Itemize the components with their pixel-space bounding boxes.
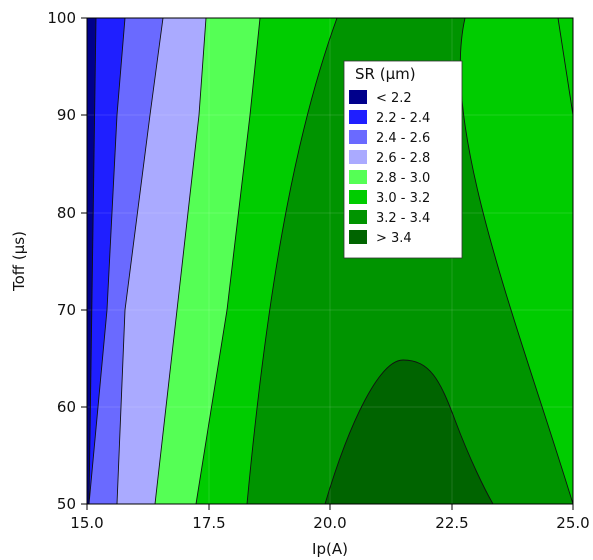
region-below-2.2	[87, 18, 96, 504]
legend-swatch	[349, 170, 367, 184]
y-tick-label: 70	[57, 301, 76, 319]
x-tick-label: 17.5	[192, 514, 225, 532]
legend-swatch	[349, 130, 367, 144]
legend-swatch	[349, 190, 367, 204]
region-2.6-2.8	[117, 18, 206, 504]
y-tick-label: 80	[57, 204, 76, 222]
legend-label: > 3.4	[376, 231, 412, 246]
legend-swatch	[349, 230, 367, 244]
x-tick-label: 22.5	[435, 514, 468, 532]
region-above-3.4	[325, 360, 493, 504]
legend-label: 3.0 - 3.2	[376, 191, 430, 206]
legend-swatch	[349, 90, 367, 104]
y-axis-title: Toff (μs)	[10, 231, 28, 292]
legend-label: 2.4 - 2.6	[376, 131, 430, 146]
y-tick-label: 100	[47, 9, 76, 27]
x-tick-label: 25.0	[556, 514, 589, 532]
legend-label: 3.2 - 3.4	[376, 211, 430, 226]
y-tick-label: 60	[57, 398, 76, 416]
grid	[87, 18, 573, 504]
legend-swatch	[349, 110, 367, 124]
y-ticks	[81, 17, 87, 505]
legend-title: SR (μm)	[355, 65, 416, 83]
x-axis-title: Ip(A)	[312, 540, 348, 558]
legend-swatch	[349, 210, 367, 224]
legend: SR (μm) < 2.2 2.2 - 2.4 2.4 - 2.6 2.6 - 2.8…	[343, 60, 463, 259]
region-2.2-2.4	[89, 18, 125, 504]
legend-label: < 2.2	[376, 91, 412, 106]
legend-label: 2.2 - 2.4	[376, 111, 430, 126]
legend-label: 2.8 - 3.0	[376, 171, 430, 186]
y-tick-label: 50	[57, 495, 76, 513]
region-2.8-3.0	[155, 18, 260, 504]
x-ticks	[86, 504, 574, 510]
x-tick-label: 20.0	[313, 514, 346, 532]
y-tick-label: 90	[57, 106, 76, 124]
region-3.2-3.4	[247, 18, 573, 504]
legend-label: 2.6 - 2.8	[376, 151, 430, 166]
plot-area	[87, 18, 573, 504]
x-tick-label: 15.0	[70, 514, 103, 532]
legend-swatch	[349, 150, 367, 164]
contour-lines	[88, 18, 573, 504]
region-2.4-2.6	[89, 18, 163, 504]
